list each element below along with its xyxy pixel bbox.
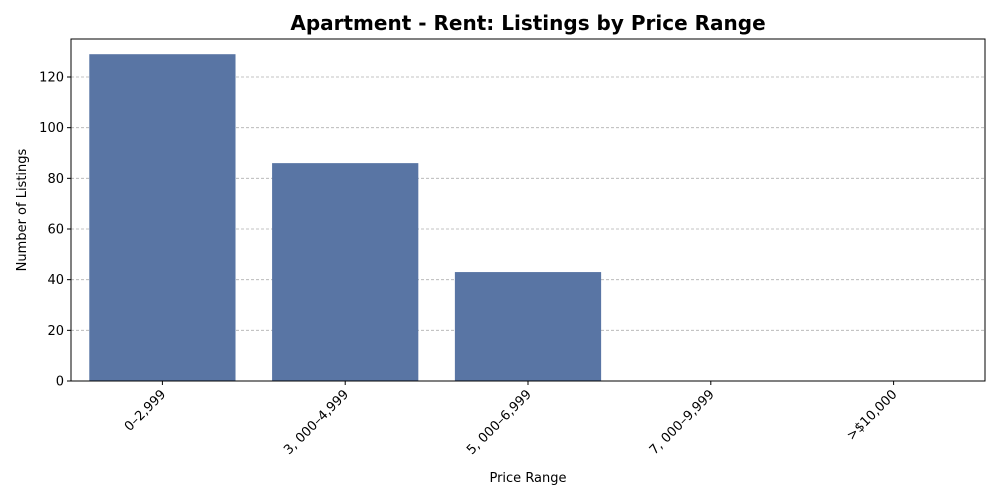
x-axis-ticks: 0–2,999 3, 000–4,999 5, 000–6,999 7, 000–9,… <box>122 381 900 458</box>
x-tick-label: 0–2,999 <box>122 387 169 434</box>
bar <box>454 272 602 381</box>
chart-title: Apartment - Rent: Listings by Price Rang… <box>290 11 765 35</box>
bar <box>272 163 419 381</box>
y-tick-label: 80 <box>47 172 64 187</box>
y-tick-label: 40 <box>47 273 64 288</box>
y-tick-label: 0 <box>56 375 64 390</box>
bar <box>89 54 236 381</box>
x-axis-label: Price Range <box>489 471 566 486</box>
y-tick-label: 100 <box>39 121 64 136</box>
x-tick-label: >$10,000 <box>844 387 900 443</box>
y-tick-label: 120 <box>39 71 64 86</box>
x-tick-label: 5, 000–6,999 <box>464 387 535 458</box>
y-axis-ticks: 0 20 40 60 80 100 120 <box>39 71 71 390</box>
y-tick-label: 20 <box>47 324 64 339</box>
y-axis-label: Number of Listings <box>15 148 30 271</box>
bars <box>89 54 602 381</box>
x-tick-label: 3, 000–4,999 <box>281 387 352 458</box>
y-tick-label: 60 <box>47 223 64 238</box>
x-tick-label: 7, 000–9,999 <box>647 387 718 458</box>
